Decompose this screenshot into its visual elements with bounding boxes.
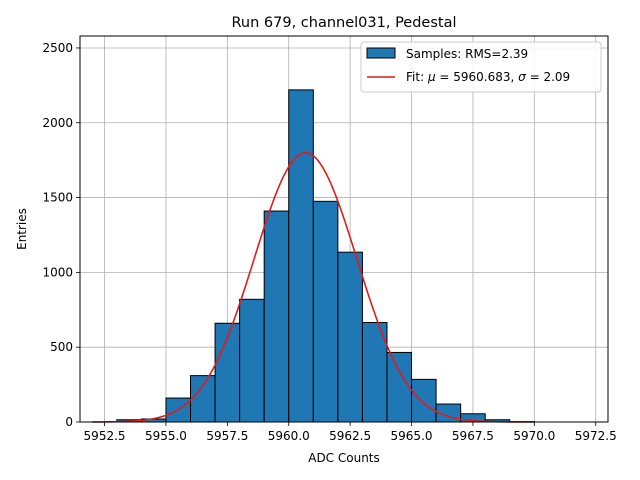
x-tick-label: 5970.0 [513, 429, 555, 443]
x-tick-label: 5962.5 [329, 429, 371, 443]
legend-sigma-text: = 2.09 [526, 70, 570, 84]
histogram-bar [288, 89, 314, 423]
y-tick-label: 2000 [42, 116, 73, 130]
x-tick-label: 5955.0 [145, 429, 187, 443]
y-tick-label: 500 [50, 340, 73, 354]
legend-sigma-symbol: σ [518, 70, 526, 84]
x-tick-label: 5960.0 [268, 429, 310, 443]
histogram-bar [337, 251, 363, 423]
x-tick-label: 5972.5 [575, 429, 617, 443]
histogram-bars [116, 89, 535, 423]
legend-mu-symbol: μ [427, 70, 436, 84]
x-tick-label: 5967.5 [452, 429, 494, 443]
legend-samples-swatch [366, 47, 396, 59]
legend-fit-label: Fit: μ = 5960.683, σ = 2.09 [406, 70, 570, 84]
histogram-bar [312, 200, 339, 423]
x-tick-label: 5965.0 [391, 429, 433, 443]
chart-title: Run 679, channel031, Pedestal [231, 15, 456, 31]
legend: Samples: RMS=2.39 Fit: μ = 5960.683, σ =… [360, 41, 602, 93]
histogram-bar [239, 298, 265, 423]
y-tick-label: 2500 [42, 41, 73, 55]
x-tick-label: 5957.5 [206, 429, 248, 443]
histogram-bar [411, 378, 437, 423]
legend-samples-label: Samples: RMS=2.39 [406, 47, 528, 61]
legend-box [360, 41, 602, 93]
histogram-bar [263, 210, 290, 423]
histogram-bar [386, 351, 413, 423]
histogram-bar [214, 322, 241, 423]
histogram-bar [190, 375, 216, 423]
gaussian-fit-curve [92, 151, 535, 423]
fit-curve-group [92, 151, 535, 423]
y-tick-label: 0 [65, 415, 73, 429]
y-tick-label: 1500 [42, 191, 73, 205]
legend-fit-prefix: Fit: [406, 70, 428, 84]
x-tick-label: 5952.5 [84, 429, 126, 443]
y-axis-ticks: 0 500 1000 1500 2000 2500 [42, 41, 80, 429]
x-axis-label: ADC Counts [308, 451, 380, 465]
legend-mu-text: = 5960.683, [436, 70, 519, 84]
y-tick-label: 1000 [42, 265, 73, 279]
x-axis-ticks: 5952.5 5955.0 5957.5 5960.0 5962.5 5965.0 5967… [84, 422, 617, 443]
y-axis-label: Entries [15, 208, 29, 250]
plot-frame [79, 35, 609, 423]
